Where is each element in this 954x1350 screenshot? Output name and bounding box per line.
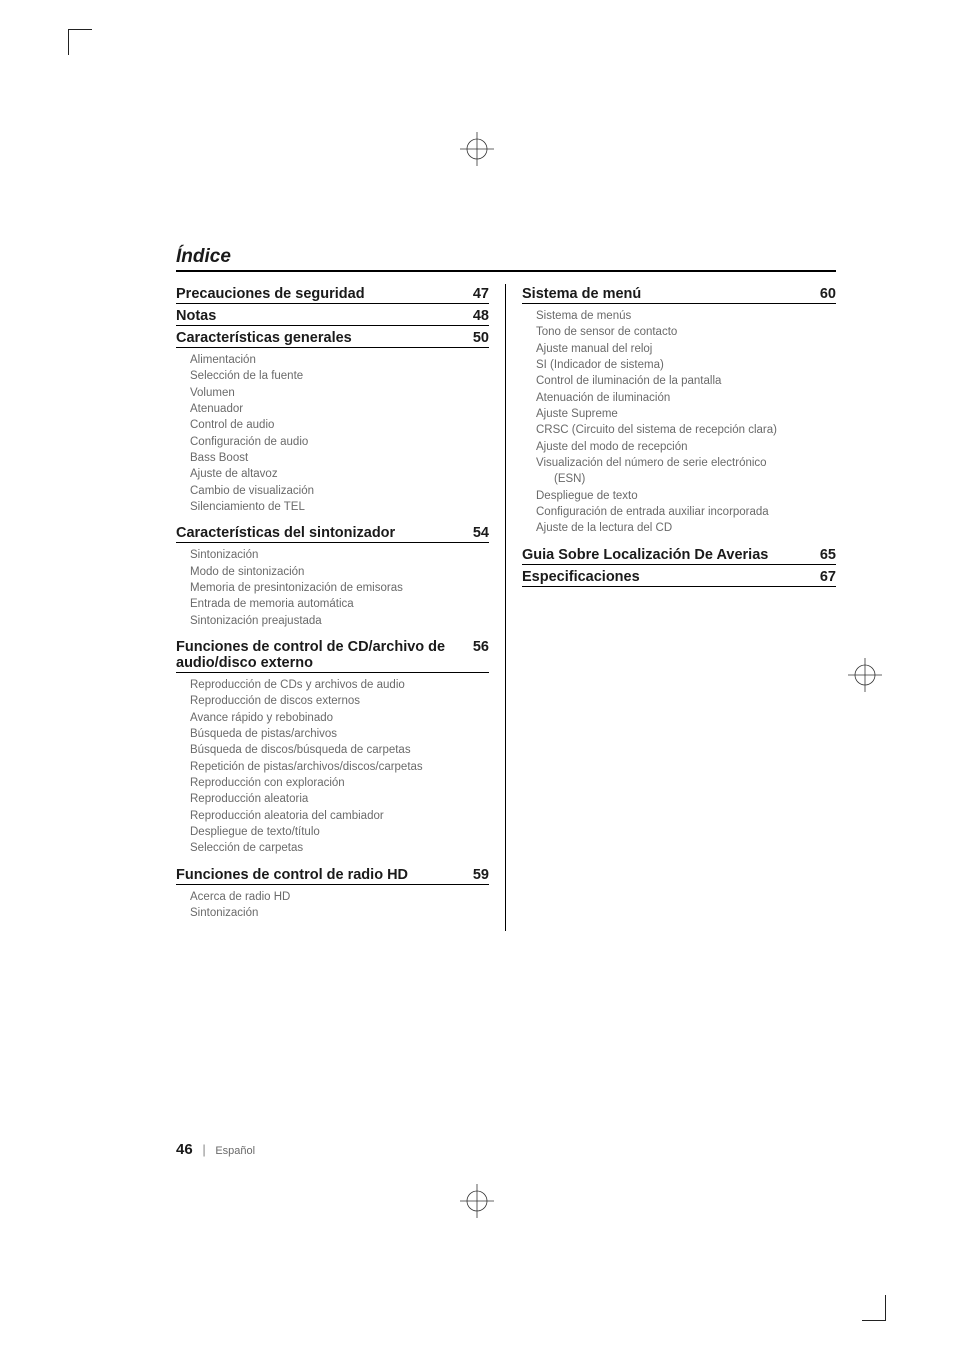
toc-item: Despliegue de texto: [536, 488, 836, 504]
toc-section-title: Precauciones de seguridad: [176, 286, 467, 302]
toc-section: Precauciones de seguridad47: [176, 286, 489, 304]
crop-mark-top-left: [68, 29, 92, 55]
toc-item-list: Sistema de menúsTono de sensor de contac…: [522, 304, 836, 543]
toc-column-right: Sistema de menú60Sistema de menúsTono de…: [506, 284, 836, 931]
toc-section-title: Guia Sobre Localización De Averias: [522, 547, 814, 563]
toc-section-page: 54: [467, 525, 489, 541]
toc-item: Visualización del número de serie electr…: [536, 455, 836, 471]
registration-mark-bottom: [460, 1184, 494, 1218]
toc-item: Repetición de pistas/archivos/discos/car…: [190, 759, 489, 775]
toc-item: Reproducción aleatoria: [190, 791, 489, 807]
toc-section-page: 48: [467, 308, 489, 324]
toc-item-list: Acerca de radio HDSintonización: [176, 885, 489, 928]
toc-item: Entrada de memoria automática: [190, 596, 489, 612]
toc-item: Reproducción de discos externos: [190, 693, 489, 709]
toc-item: Sintonización preajustada: [190, 613, 489, 629]
page-content: Índice Precauciones de seguridad47Notas4…: [176, 246, 836, 931]
toc-item: Ajuste de la lectura del CD: [536, 520, 836, 536]
toc-section-page: 60: [814, 286, 836, 302]
page-footer: 46 | Español: [176, 1141, 255, 1158]
toc-item: Ajuste de altavoz: [190, 466, 489, 482]
toc-item: Alimentación: [190, 352, 489, 368]
registration-mark-side: [848, 658, 882, 692]
toc-section-page: 59: [467, 867, 489, 883]
toc-section-title: Especificaciones: [522, 569, 814, 585]
toc-item: Bass Boost: [190, 450, 489, 466]
toc-item: Reproducción aleatoria del cambiador: [190, 808, 489, 824]
page-title: Índice: [176, 246, 836, 272]
toc-section-page: 67: [814, 569, 836, 585]
toc-section-heading: Notas48: [176, 308, 489, 326]
toc-item: Modo de sintonización: [190, 564, 489, 580]
toc-section-heading: Funciones de control de radio HD59: [176, 867, 489, 885]
toc-section-heading: Características del sintonizador54: [176, 525, 489, 543]
toc-section: Funciones de control de radio HD59Acerca…: [176, 867, 489, 928]
toc-item: Atenuación de iluminación: [536, 390, 836, 406]
toc-section-title: Características del sintonizador: [176, 525, 467, 541]
toc-section-title: Notas: [176, 308, 467, 324]
toc-item: SI (Indicador de sistema): [536, 357, 836, 373]
toc-item: Búsqueda de pistas/archivos: [190, 726, 489, 742]
toc-item: Ajuste Supreme: [536, 406, 836, 422]
toc-section-title: Funciones de control de CD/archivo de au…: [176, 639, 467, 671]
toc-item: Selección de la fuente: [190, 368, 489, 384]
toc-item: Ajuste manual del reloj: [536, 341, 836, 357]
toc-item: Selección de carpetas: [190, 840, 489, 856]
toc-section-title: Funciones de control de radio HD: [176, 867, 467, 883]
toc-item: Sintonización: [190, 547, 489, 563]
toc-item: Sistema de menús: [536, 308, 836, 324]
toc-item: Volumen: [190, 385, 489, 401]
registration-mark-top: [460, 132, 494, 166]
toc-section: Notas48: [176, 308, 489, 326]
toc-section: Características del sintonizador54Sinton…: [176, 525, 489, 635]
crop-mark-bottom-right: [862, 1295, 886, 1321]
toc-item: Acerca de radio HD: [190, 889, 489, 905]
toc-section-heading: Sistema de menú60: [522, 286, 836, 304]
toc-item: Configuración de audio: [190, 434, 489, 450]
toc-item: Cambio de visualización: [190, 483, 489, 499]
toc-section-heading: Funciones de control de CD/archivo de au…: [176, 639, 489, 673]
toc-item: CRSC (Circuito del sistema de recepción …: [536, 422, 836, 438]
toc-item: (ESN): [536, 471, 836, 487]
toc-item-list: AlimentaciónSelección de la fuenteVolume…: [176, 348, 489, 521]
toc-section-title: Sistema de menú: [522, 286, 814, 302]
toc-item: Atenuador: [190, 401, 489, 417]
toc-item: Despliegue de texto/título: [190, 824, 489, 840]
toc-section: Especificaciones67: [522, 569, 836, 587]
footer-language: Español: [215, 1145, 255, 1157]
toc-column-left: Precauciones de seguridad47Notas48Caract…: [176, 284, 506, 931]
toc-item: Configuración de entrada auxiliar incorp…: [536, 504, 836, 520]
toc-section-heading: Precauciones de seguridad47: [176, 286, 489, 304]
toc-item: Avance rápido y rebobinado: [190, 710, 489, 726]
toc-section: Guia Sobre Localización De Averias65: [522, 547, 836, 565]
toc-section-heading: Especificaciones67: [522, 569, 836, 587]
toc-item-list: Reproducción de CDs y archivos de audioR…: [176, 673, 489, 863]
page-number: 46: [176, 1141, 193, 1158]
toc-item: Tono de sensor de contacto: [536, 324, 836, 340]
toc-item: Sintonización: [190, 905, 489, 921]
toc-item: Búsqueda de discos/búsqueda de carpetas: [190, 742, 489, 758]
toc-section-heading: Características generales50: [176, 330, 489, 348]
toc-section-heading: Guia Sobre Localización De Averias65: [522, 547, 836, 565]
toc-section-page: 47: [467, 286, 489, 302]
toc-item: Memoria de presintonización de emisoras: [190, 580, 489, 596]
toc-item: Reproducción de CDs y archivos de audio: [190, 677, 489, 693]
toc-item: Control de iluminación de la pantalla: [536, 373, 836, 389]
toc-item: Reproducción con exploración: [190, 775, 489, 791]
toc-item: Silenciamiento de TEL: [190, 499, 489, 515]
toc-section-title: Características generales: [176, 330, 467, 346]
toc-section-page: 65: [814, 547, 836, 563]
toc-section: Funciones de control de CD/archivo de au…: [176, 639, 489, 863]
toc-item: Control de audio: [190, 417, 489, 433]
toc-section: Sistema de menú60Sistema de menúsTono de…: [522, 286, 836, 543]
toc-item-list: SintonizaciónModo de sintonizaciónMemori…: [176, 543, 489, 635]
toc-item: Ajuste del modo de recepción: [536, 439, 836, 455]
footer-separator: |: [196, 1142, 211, 1157]
toc-section: Características generales50AlimentaciónS…: [176, 330, 489, 521]
toc-section-page: 56: [467, 639, 489, 655]
toc-section-page: 50: [467, 330, 489, 346]
